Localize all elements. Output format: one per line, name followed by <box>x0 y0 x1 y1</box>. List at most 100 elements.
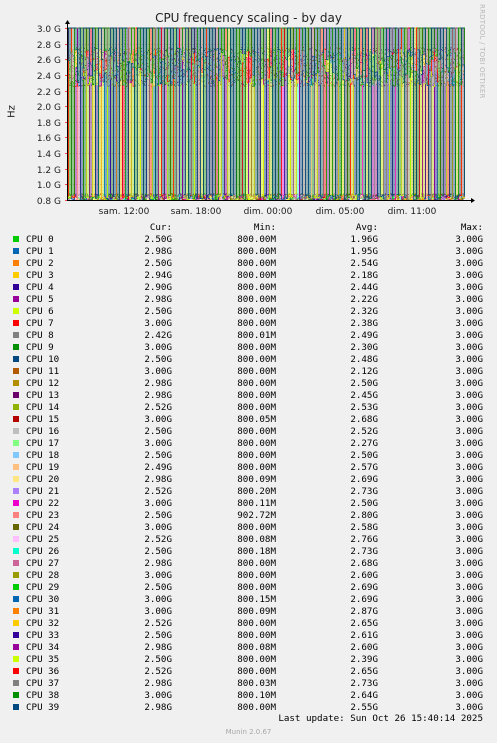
y-axis-arrow <box>65 20 70 24</box>
legend-min-value: 800.01M <box>237 330 276 341</box>
legend-max-value: 3.00G <box>455 330 483 341</box>
legend-header-max: Max: <box>460 222 483 233</box>
legend-min-value: 800.00M <box>237 618 276 629</box>
legend-max-value: 3.00G <box>455 426 483 437</box>
legend-row: CPU 32 2.52G 800.00M 2.65G 3.00G <box>0 618 497 630</box>
legend-min-value: 800.08M <box>237 534 276 545</box>
legend-row: CPU 16 2.50G 800.00M 2.52G 3.00G <box>0 426 497 438</box>
legend-min-value: 800.00M <box>237 258 276 269</box>
legend-series-name: CPU 20 <box>26 474 60 485</box>
x-tick-label: sam. 18:00 <box>171 207 222 217</box>
legend-cur-value: 2.98G <box>144 702 172 713</box>
legend-cur-value: 2.50G <box>144 234 172 245</box>
legend-cur-value: 2.98G <box>144 678 172 689</box>
legend-cur-value: 2.52G <box>144 402 172 413</box>
y-tick-label: 0.8 G <box>37 197 61 207</box>
legend-swatch <box>13 416 19 422</box>
legend-series-name: CPU 1 <box>26 246 54 257</box>
legend-series-name: CPU 0 <box>26 234 54 245</box>
legend-cur-value: 2.50G <box>144 630 172 641</box>
legend-cur-value: 2.52G <box>144 486 172 497</box>
legend-swatch <box>13 272 19 278</box>
legend-max-value: 3.00G <box>455 270 483 281</box>
legend-row: CPU 17 3.00G 800.00M 2.27G 3.00G <box>0 438 497 450</box>
y-tick-label: 1.8 G <box>37 119 61 129</box>
legend-row: CPU 23 2.50G 902.72M 2.80G 3.00G <box>0 510 497 522</box>
x-tick-label: dim. 11:00 <box>388 207 437 217</box>
legend-avg-value: 2.73G <box>350 486 378 497</box>
legend-avg-value: 2.68G <box>350 558 378 569</box>
legend-series-name: CPU 4 <box>26 282 54 293</box>
legend-avg-value: 2.45G <box>350 390 378 401</box>
legend-swatch <box>13 320 19 326</box>
legend-row: CPU 29 2.50G 800.00M 2.69G 3.00G <box>0 582 497 594</box>
legend-cur-value: 2.50G <box>144 654 172 665</box>
legend-max-value: 3.00G <box>455 594 483 605</box>
legend-min-value: 800.00M <box>237 570 276 581</box>
legend-series-name: CPU 30 <box>26 594 60 605</box>
legend-series-name: CPU 37 <box>26 678 60 689</box>
rrdtool-watermark: RRDTOOL / TOBI OETIKER <box>478 4 486 99</box>
legend-cur-value: 2.50G <box>144 582 172 593</box>
legend-cur-value: 2.98G <box>144 246 172 257</box>
legend-cur-value: 2.50G <box>144 510 172 521</box>
x-tick-label: sam. 12:00 <box>99 207 150 217</box>
legend-avg-value: 2.50G <box>350 498 378 509</box>
legend-cur-value: 2.50G <box>144 354 172 365</box>
legend-avg-value: 2.54G <box>350 258 378 269</box>
legend-avg-value: 2.27G <box>350 438 378 449</box>
legend-series-name: CPU 34 <box>26 642 60 653</box>
legend-series-name: CPU 11 <box>26 366 60 377</box>
y-tick-label: 1.4 G <box>37 150 61 160</box>
legend-row: CPU 7 3.00G 800.00M 2.38G 3.00G <box>0 318 497 330</box>
legend-min-value: 800.00M <box>237 558 276 569</box>
legend-series-name: CPU 6 <box>26 306 54 317</box>
legend-min-value: 800.00M <box>237 342 276 353</box>
legend-row: CPU 26 2.50G 800.18M 2.73G 3.00G <box>0 546 497 558</box>
legend-series-name: CPU 22 <box>26 498 60 509</box>
legend-max-value: 3.00G <box>455 474 483 485</box>
legend-min-value: 800.00M <box>237 702 276 713</box>
legend-avg-value: 2.57G <box>350 462 378 473</box>
legend-avg-value: 2.64G <box>350 690 378 701</box>
legend-max-value: 3.00G <box>455 546 483 557</box>
legend-row: CPU 38 3.00G 800.10M 2.64G 3.00G <box>0 690 497 702</box>
legend-min-value: 800.00M <box>237 294 276 305</box>
legend-cur-value: 2.94G <box>144 270 172 281</box>
y-tick-label: 2.0 G <box>37 103 61 113</box>
legend-max-value: 3.00G <box>455 258 483 269</box>
legend-max-value: 3.00G <box>455 378 483 389</box>
y-tick-label: 1.0 G <box>37 181 61 191</box>
legend-cur-value: 2.50G <box>144 450 172 461</box>
legend-swatch <box>13 452 19 458</box>
x-tick-label: dim. 05:00 <box>316 207 365 217</box>
legend-avg-value: 2.50G <box>350 378 378 389</box>
legend-header-cur: Cur: <box>149 222 172 233</box>
legend-row: CPU 9 3.00G 800.00M 2.30G 3.00G <box>0 342 497 354</box>
legend-avg-value: 2.76G <box>350 534 378 545</box>
y-tick-label: 2.4 G <box>37 72 61 82</box>
legend-cur-value: 3.00G <box>144 594 172 605</box>
legend-series-name: CPU 25 <box>26 534 60 545</box>
legend-min-value: 800.00M <box>237 318 276 329</box>
legend-row: CPU 13 2.98G 800.00M 2.45G 3.00G <box>0 390 497 402</box>
legend-row: CPU 27 2.98G 800.00M 2.68G 3.00G <box>0 558 497 570</box>
legend-max-value: 3.00G <box>455 450 483 461</box>
legend-row: CPU 28 3.00G 800.00M 2.60G 3.00G <box>0 570 497 582</box>
y-tick-label: 2.2 G <box>37 88 61 98</box>
legend-cur-value: 2.50G <box>144 306 172 317</box>
legend-row: CPU 0 2.50G 800.00M 1.96G 3.00G <box>0 234 497 246</box>
legend-row: CPU 25 2.52G 800.08M 2.76G 3.00G <box>0 534 497 546</box>
legend-avg-value: 2.60G <box>350 570 378 581</box>
legend-min-value: 800.00M <box>237 654 276 665</box>
legend-swatch <box>13 284 19 290</box>
legend-cur-value: 2.98G <box>144 294 172 305</box>
cpu-frequency-chart: 0.8 G 1.0 G 1.2 G 1.4 G 1.6 G 1.8 G 2.0 G 2.2 G… <box>37 20 475 217</box>
legend-series-name: CPU 17 <box>26 438 60 449</box>
legend-cur-value: 2.98G <box>144 390 172 401</box>
legend-max-value: 3.00G <box>455 414 483 425</box>
legend-max-value: 3.00G <box>455 654 483 665</box>
y-tick-labels: 0.8 G 1.0 G 1.2 G 1.4 G 1.6 G 1.8 G 2.0 G 2.2 G… <box>37 25 61 207</box>
legend-series-name: CPU 39 <box>26 702 60 713</box>
legend-series-name: CPU 19 <box>26 462 60 473</box>
